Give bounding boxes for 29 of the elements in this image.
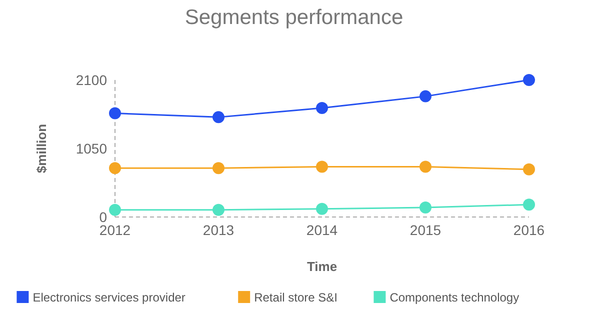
point [316,102,328,114]
x-tick-label: 2013 [202,222,234,238]
point [523,74,535,86]
y-tick-label: 2100 [76,72,108,88]
point [212,162,224,174]
x-axis-title: Time [306,259,338,274]
point [109,162,121,174]
point [420,202,432,214]
legend-label: Electronics services provider [32,290,186,304]
point [523,163,535,176]
x-tick-label: 2015 [410,222,442,238]
y-axis-title: $million [34,124,49,174]
y-tick-label: 0 [99,209,108,225]
point [420,160,432,173]
legend-label: Retail store S&I [254,290,338,304]
point [420,90,432,102]
chart-title: Segments performance [184,6,404,29]
point [109,204,121,216]
point [523,198,535,211]
x-tick-label: 2014 [306,222,338,238]
y-tick-label: 1050 [76,140,108,156]
point [316,160,328,173]
x-tick-label: 2012 [99,222,131,238]
x-tick-label: 2016 [513,222,545,238]
point [212,204,224,216]
point [109,107,121,120]
point [316,202,328,215]
legend-label: Components technology [390,290,520,304]
point [212,111,224,124]
